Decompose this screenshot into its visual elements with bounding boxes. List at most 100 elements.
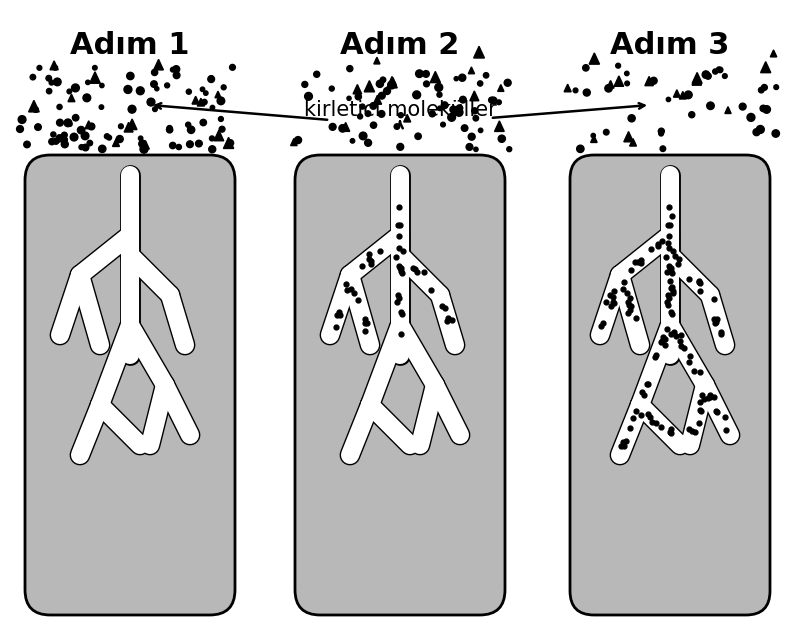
Circle shape bbox=[503, 79, 511, 86]
Polygon shape bbox=[473, 46, 484, 58]
Polygon shape bbox=[467, 67, 474, 74]
Polygon shape bbox=[127, 119, 137, 129]
Polygon shape bbox=[90, 72, 100, 83]
Circle shape bbox=[357, 114, 362, 119]
Circle shape bbox=[459, 74, 465, 81]
Circle shape bbox=[67, 122, 72, 126]
Circle shape bbox=[759, 105, 765, 112]
Circle shape bbox=[17, 126, 23, 133]
Circle shape bbox=[355, 94, 361, 100]
Circle shape bbox=[167, 126, 172, 131]
Polygon shape bbox=[68, 94, 75, 101]
Circle shape bbox=[186, 89, 191, 94]
Circle shape bbox=[397, 143, 403, 150]
Circle shape bbox=[53, 138, 59, 144]
Polygon shape bbox=[606, 81, 613, 88]
Polygon shape bbox=[769, 50, 776, 57]
Circle shape bbox=[328, 124, 336, 131]
Polygon shape bbox=[124, 122, 133, 132]
Circle shape bbox=[70, 133, 78, 141]
Polygon shape bbox=[724, 107, 730, 113]
Circle shape bbox=[704, 73, 711, 79]
Circle shape bbox=[173, 72, 180, 79]
Circle shape bbox=[87, 140, 92, 146]
Circle shape bbox=[153, 107, 157, 112]
Circle shape bbox=[466, 143, 472, 150]
Circle shape bbox=[437, 106, 442, 110]
Circle shape bbox=[67, 89, 71, 94]
Circle shape bbox=[716, 67, 722, 73]
Polygon shape bbox=[386, 77, 397, 88]
Circle shape bbox=[116, 136, 123, 143]
Circle shape bbox=[24, 141, 31, 148]
Circle shape bbox=[56, 119, 63, 126]
FancyBboxPatch shape bbox=[25, 155, 234, 615]
Polygon shape bbox=[679, 91, 686, 99]
Circle shape bbox=[422, 70, 429, 77]
Circle shape bbox=[200, 119, 206, 126]
Circle shape bbox=[760, 84, 766, 91]
Circle shape bbox=[429, 111, 434, 117]
Polygon shape bbox=[590, 136, 597, 143]
Circle shape bbox=[498, 135, 505, 143]
Circle shape bbox=[488, 97, 494, 103]
Circle shape bbox=[347, 96, 351, 100]
Circle shape bbox=[209, 75, 213, 80]
Circle shape bbox=[47, 89, 51, 94]
Circle shape bbox=[477, 81, 482, 86]
Circle shape bbox=[346, 65, 353, 72]
Circle shape bbox=[582, 89, 589, 96]
Polygon shape bbox=[223, 138, 234, 148]
Circle shape bbox=[757, 87, 763, 93]
Circle shape bbox=[461, 125, 467, 131]
Circle shape bbox=[365, 139, 371, 146]
Circle shape bbox=[37, 65, 42, 70]
Circle shape bbox=[124, 86, 132, 93]
Polygon shape bbox=[112, 139, 120, 146]
Circle shape bbox=[104, 134, 109, 139]
Circle shape bbox=[329, 86, 334, 91]
Polygon shape bbox=[589, 53, 599, 64]
Text: Adım 2: Adım 2 bbox=[340, 30, 459, 60]
Circle shape bbox=[441, 102, 447, 108]
Circle shape bbox=[92, 65, 97, 70]
Polygon shape bbox=[497, 84, 503, 91]
Circle shape bbox=[166, 127, 173, 133]
Polygon shape bbox=[644, 77, 653, 86]
Circle shape bbox=[217, 97, 225, 105]
Circle shape bbox=[170, 67, 175, 72]
Circle shape bbox=[627, 115, 634, 122]
Circle shape bbox=[459, 96, 466, 103]
Circle shape bbox=[46, 75, 51, 81]
Circle shape bbox=[186, 141, 193, 148]
Circle shape bbox=[773, 85, 777, 89]
Circle shape bbox=[365, 111, 370, 117]
Circle shape bbox=[49, 138, 55, 145]
Circle shape bbox=[412, 91, 420, 99]
Circle shape bbox=[471, 108, 477, 114]
Polygon shape bbox=[623, 131, 633, 142]
Circle shape bbox=[99, 105, 104, 109]
Circle shape bbox=[454, 108, 463, 116]
Circle shape bbox=[185, 122, 190, 127]
Circle shape bbox=[82, 145, 88, 151]
Circle shape bbox=[218, 117, 223, 122]
Circle shape bbox=[176, 145, 181, 150]
Polygon shape bbox=[214, 91, 221, 98]
Circle shape bbox=[150, 81, 157, 87]
Circle shape bbox=[762, 106, 769, 113]
Circle shape bbox=[33, 107, 39, 112]
Circle shape bbox=[49, 80, 54, 85]
Circle shape bbox=[393, 124, 399, 129]
Circle shape bbox=[483, 73, 488, 78]
Circle shape bbox=[688, 112, 694, 118]
Circle shape bbox=[604, 84, 611, 92]
Circle shape bbox=[209, 146, 215, 153]
Circle shape bbox=[221, 85, 226, 90]
Circle shape bbox=[202, 100, 207, 105]
Circle shape bbox=[603, 129, 609, 135]
Circle shape bbox=[467, 133, 475, 140]
Circle shape bbox=[387, 81, 395, 89]
Circle shape bbox=[376, 81, 383, 87]
Circle shape bbox=[423, 81, 429, 87]
